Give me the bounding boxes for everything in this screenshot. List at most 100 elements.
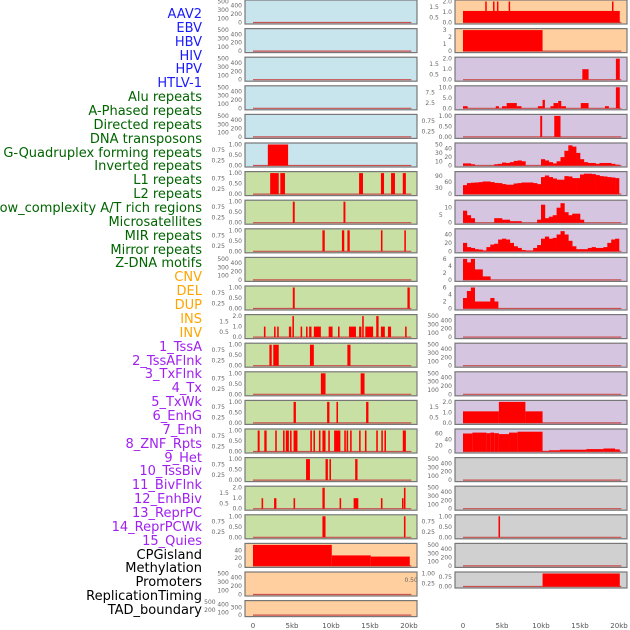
right-y-tick-label: 1.5 [429, 61, 439, 68]
left-panel-frame [244, 285, 418, 311]
right-panel-frame [454, 485, 628, 511]
left-x-tick-label: 5kb [286, 622, 300, 630]
left-signal-bar [380, 498, 383, 509]
right-signal-bin [478, 269, 483, 280]
right-signal-bar [553, 103, 559, 109]
left-y-tick-label: 0.75 [212, 404, 226, 411]
left-signal-bar [365, 326, 374, 338]
left-signal-bar [380, 173, 385, 195]
left-signal-bar [339, 498, 342, 509]
right-signal-bin [548, 162, 553, 166]
left-signal-bar [359, 430, 361, 452]
right-y-tick-label: 500 [427, 542, 439, 549]
right-signal-bin [556, 234, 561, 252]
right-signal-bin [552, 163, 557, 166]
right-y-tick-label: 1.0 [442, 409, 452, 416]
left-signal-bar [313, 326, 321, 338]
right-signal-bin [502, 184, 507, 195]
left-y-tick-label: 0.50 [229, 181, 243, 188]
right-signal-bin [486, 181, 491, 195]
right-signal-bin [490, 298, 495, 309]
right-panel-frame [454, 514, 628, 540]
right-y-tick-label: 100 [427, 559, 439, 566]
right-signal-bin [517, 183, 522, 195]
right-signal-bin [541, 159, 546, 166]
left-panel-frame [244, 371, 418, 397]
right-y-tick-label: 0.5 [429, 71, 439, 78]
right-y-tick-label: 20 [444, 240, 452, 247]
right-signal-bin [521, 161, 526, 166]
right-signal-bin [505, 219, 511, 223]
right-signal-bin [470, 164, 475, 166]
left-panel-frame [244, 256, 418, 282]
right-panel-frame [454, 85, 628, 111]
right-signal-bin [529, 250, 534, 252]
left-y-tick-label: 100 [217, 44, 229, 51]
left-signal-bar [270, 173, 279, 195]
left-y-tick-label: 400 [231, 31, 243, 38]
left-signal-bar [322, 230, 325, 252]
right-y-tick-label: 200 [441, 469, 453, 476]
right-signal-bar [582, 69, 589, 80]
left-y-tick-label: 500 [217, 84, 229, 91]
left-signal-bar [366, 401, 369, 423]
right-signal-bar [580, 103, 589, 109]
left-signal-bar [359, 326, 362, 338]
track-label: HIV [179, 48, 202, 64]
left-y-tick-label: 0.25 [212, 443, 226, 450]
track-label: MIR repeats [124, 228, 202, 244]
right-y-tick-label: 0.00 [439, 584, 453, 591]
track-label: 11_BivFlnk [131, 478, 202, 494]
right-signal-bin [587, 162, 592, 166]
right-signal-bin [463, 298, 468, 309]
track-label: Alu repeats [127, 90, 202, 106]
left-signal-bar [327, 401, 330, 423]
right-panel-frame [454, 142, 628, 168]
right-signal-bin [470, 258, 475, 280]
left-y-tick-label: 1.00 [229, 342, 243, 349]
right-y-tick-label: 400 [441, 546, 453, 553]
right-y-tick-label: 30 [435, 185, 443, 192]
right-y-tick-label: 0.50 [439, 123, 453, 130]
track-label: 5_TxWk [151, 395, 202, 411]
right-x-tick-label: 20kb [610, 622, 628, 630]
left-y-tick-label: 0.25 [212, 243, 226, 250]
right-signal-bar [498, 434, 510, 452]
right-signal-bin [478, 182, 483, 195]
left-signal-bar [359, 173, 363, 195]
left-y-tick-label: 1.00 [229, 370, 243, 377]
left-signal-bar [402, 430, 406, 452]
left-y-tick-label: 0.00 [229, 449, 243, 456]
track-label: Promoters [135, 575, 202, 591]
right-signal-bin [541, 177, 546, 195]
left-y-tick-label: 0.75 [212, 433, 226, 440]
right-y-tick-label: 0.25 [422, 529, 436, 536]
left-y-tick-label: 0.50 [229, 238, 243, 245]
right-signal-bar [586, 449, 604, 452]
left-panel-frame [244, 199, 418, 225]
right-y-tick-label: 10 [435, 158, 443, 165]
right-y-tick-label: 0.0 [442, 20, 452, 27]
right-signal-bin [564, 212, 569, 223]
right-y-tick-label: 0 [448, 563, 452, 570]
track-label: 3_TxFlnk [144, 367, 202, 383]
right-signal-bar [615, 87, 620, 109]
left-signal-bar [293, 430, 298, 452]
left-signal-bar [280, 173, 285, 195]
left-x-tick-label: 0 [251, 622, 255, 630]
track-label: CPGisland [136, 547, 202, 563]
right-y-tick-label: 100 [427, 502, 439, 509]
right-y-tick-label: 5.0 [442, 95, 452, 102]
right-signal-bin [513, 246, 518, 252]
right-y-tick-label: 40 [444, 437, 452, 444]
left-y-tick-label: 300 [217, 7, 229, 14]
right-signal-bin [552, 237, 557, 252]
left-y-tick-label: 100 [217, 130, 229, 137]
right-y-tick-label: 7.5 [425, 90, 435, 97]
left-y-tick-label: 0.0 [232, 506, 242, 513]
left-signal-bar [283, 430, 285, 452]
right-y-tick-label: 500 [427, 485, 439, 492]
right-signal-bin [494, 164, 499, 166]
left-y-tick-label: 300 [217, 64, 229, 71]
track-label: 6_EnhG [152, 408, 202, 424]
